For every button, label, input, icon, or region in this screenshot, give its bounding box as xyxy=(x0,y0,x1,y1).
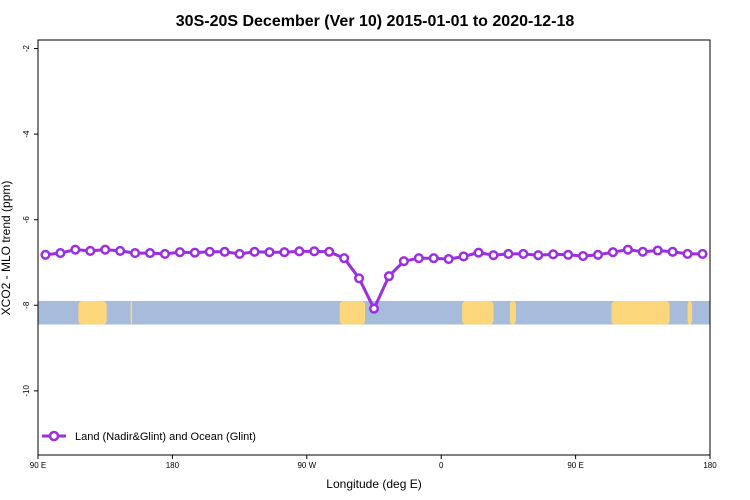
y-tick-label: -10 xyxy=(22,384,31,396)
data-point xyxy=(189,247,200,258)
data-point xyxy=(368,303,380,314)
x-tick-label: 90 E xyxy=(567,461,583,470)
data-point xyxy=(667,246,678,257)
data-point xyxy=(70,244,81,255)
x-tick-label: 90 E xyxy=(30,461,46,470)
data-point xyxy=(428,253,439,264)
data-point xyxy=(159,248,170,259)
data-point xyxy=(637,246,648,257)
data-point xyxy=(115,245,126,256)
data-point xyxy=(144,248,156,259)
data-point xyxy=(249,246,260,257)
data-point xyxy=(443,254,454,265)
data-point xyxy=(398,256,409,267)
data-point xyxy=(204,246,215,257)
data-point xyxy=(294,246,305,257)
data-point xyxy=(652,245,663,256)
land-segment xyxy=(78,300,107,325)
data-point xyxy=(100,244,111,255)
data-point xyxy=(473,247,484,258)
y-tick-label: -4 xyxy=(22,130,31,138)
data-point xyxy=(219,246,230,257)
data-point xyxy=(488,250,499,261)
data-point xyxy=(592,249,604,260)
legend-marker xyxy=(48,430,60,442)
x-tick-label: 0 xyxy=(439,461,444,470)
land-segment xyxy=(687,300,693,325)
data-point xyxy=(622,244,633,255)
y-axis: -2 -4 -6 -8 -10 xyxy=(22,44,38,397)
data-point xyxy=(354,273,365,284)
y-axis-label: XCO2 - MLO trend (ppm) xyxy=(0,181,13,316)
data-point xyxy=(578,251,589,262)
land-segment xyxy=(509,300,516,325)
data-point xyxy=(40,249,51,260)
data-point xyxy=(682,248,693,259)
data-point xyxy=(533,250,544,261)
x-tick-label: 180 xyxy=(166,461,180,470)
data-point xyxy=(383,271,394,282)
data-point xyxy=(548,249,559,260)
series-line xyxy=(45,248,703,311)
land-segment xyxy=(130,300,133,325)
x-tick-label: 90 W xyxy=(297,461,316,470)
land-segment xyxy=(611,300,670,325)
legend: Land (Nadir&Glint) and Ocean (Glint) xyxy=(42,430,256,443)
data-point xyxy=(607,247,618,258)
data-point xyxy=(234,248,245,259)
land-segment xyxy=(462,300,494,325)
data-point xyxy=(85,245,96,256)
x-tick-label: 180 xyxy=(703,461,717,470)
y-tick-label: -8 xyxy=(22,301,31,309)
data-point xyxy=(264,247,275,258)
data-point xyxy=(130,248,141,259)
legend-label: Land (Nadir&Glint) and Ocean (Glint) xyxy=(75,431,256,443)
x-axis: 90 E 180 90 W 0 90 E 180 xyxy=(30,455,717,470)
series-layer xyxy=(40,244,708,314)
data-point xyxy=(174,247,185,258)
data-point xyxy=(279,247,290,258)
data-point xyxy=(458,251,469,262)
data-point xyxy=(518,248,529,259)
plot-frame xyxy=(37,39,711,456)
data-point xyxy=(324,246,335,257)
data-point xyxy=(503,248,514,259)
data-point xyxy=(309,246,320,257)
chart-title: 30S-20S December (Ver 10) 2015-01-01 to … xyxy=(176,13,575,30)
data-point xyxy=(413,253,424,264)
x-axis-label: Longitude (deg E) xyxy=(326,477,421,491)
land-segment xyxy=(339,300,366,325)
y-tick-label: -2 xyxy=(22,44,31,52)
y-tick-label: -6 xyxy=(22,216,31,224)
data-point xyxy=(563,249,574,260)
data-point xyxy=(697,248,708,259)
data-point xyxy=(339,253,350,264)
data-point xyxy=(55,248,66,259)
